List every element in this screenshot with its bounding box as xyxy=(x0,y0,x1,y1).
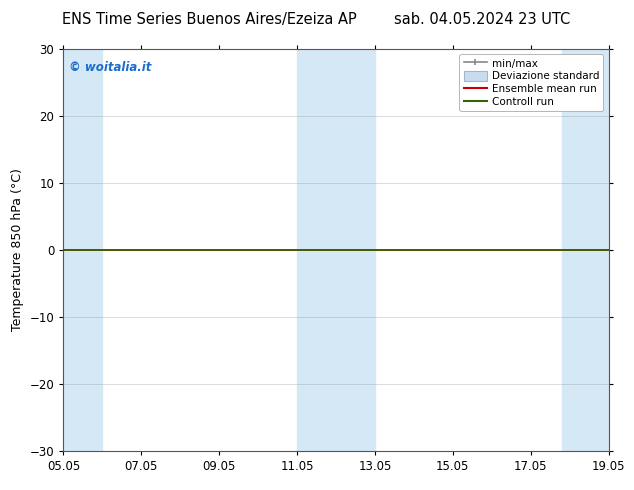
Y-axis label: Temperature 850 hPa (°C): Temperature 850 hPa (°C) xyxy=(11,169,24,331)
Bar xyxy=(297,49,375,451)
Legend: min/max, Deviazione standard, Ensemble mean run, Controll run: min/max, Deviazione standard, Ensemble m… xyxy=(460,54,604,111)
Text: ENS Time Series Buenos Aires/Ezeiza AP: ENS Time Series Buenos Aires/Ezeiza AP xyxy=(62,12,356,27)
Bar xyxy=(562,49,609,451)
Text: sab. 04.05.2024 23 UTC: sab. 04.05.2024 23 UTC xyxy=(394,12,570,27)
Bar xyxy=(63,49,102,451)
Text: © woitalia.it: © woitalia.it xyxy=(69,61,152,74)
